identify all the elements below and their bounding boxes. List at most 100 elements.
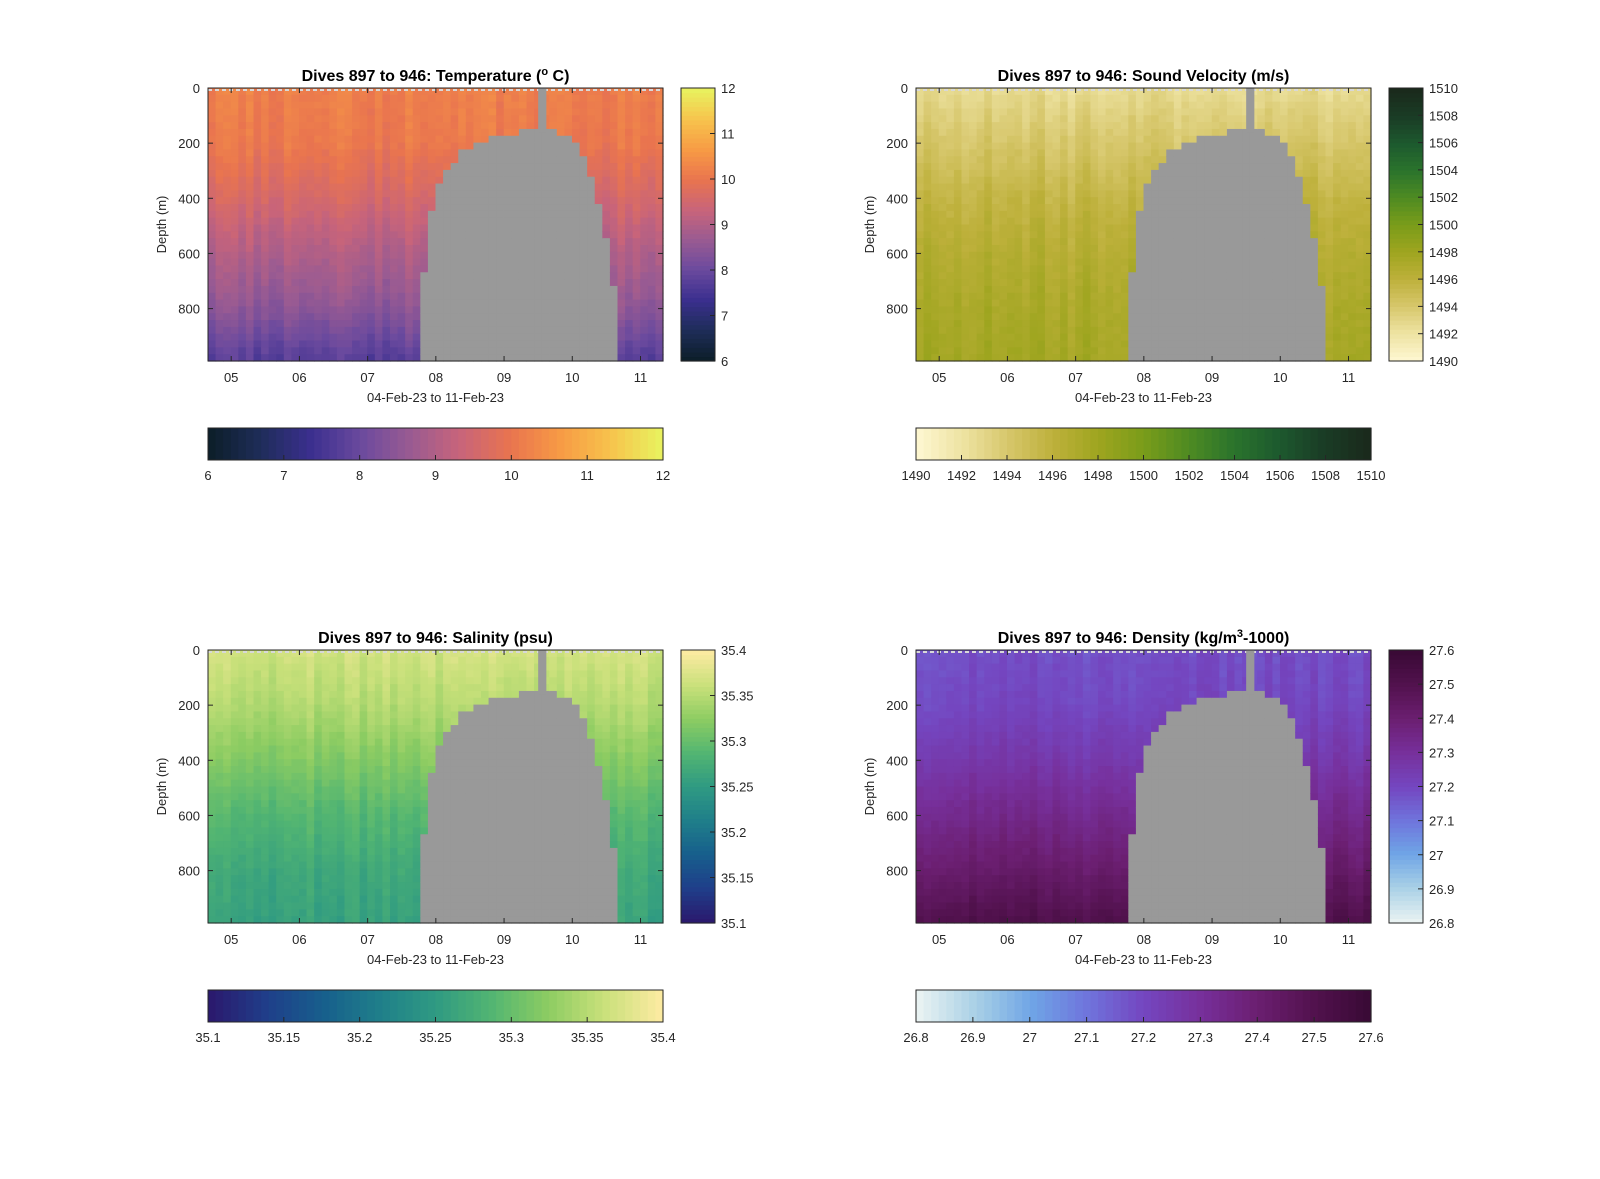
heatmap-cell [268,101,277,110]
heatmap-cell [632,251,641,260]
heatmap-cell [1090,176,1099,185]
heatmap-cell [245,108,255,116]
heatmap-cell [1082,258,1092,267]
colorbar-swatch [681,292,715,298]
heatmap-cell [427,292,437,301]
heatmap-cell [1082,135,1092,144]
heatmap-cell [1234,204,1243,212]
heatmap-cell [208,326,217,335]
heatmap-cell [976,128,985,137]
heatmap-cell [991,285,1001,294]
heatmap-cell [1181,204,1190,212]
heatmap-cell [1014,333,1023,342]
heatmap-cell [352,176,361,185]
heatmap-cell [1348,354,1357,362]
heatmap-cell [344,224,353,232]
heatmap-cell [314,169,323,178]
heatmap-cell [609,128,619,137]
heatmap-cell [481,204,490,212]
heatmap-cell [1348,210,1357,219]
heatmap-cell [253,285,262,294]
heatmap-cell [916,108,925,116]
heatmap-cell [1257,190,1266,198]
heatmap-cell [526,197,535,205]
heatmap-cell [1060,176,1069,185]
heatmap-cell [1272,122,1281,130]
heatmap-cell [352,101,361,110]
heatmap-cell [344,299,353,307]
heatmap-cell [518,135,528,144]
heatmap-cell [549,279,558,287]
heatmap-cell [640,115,649,123]
heatmap-cell [283,272,293,280]
heatmap-cell [526,94,535,103]
heatmap-cell [344,94,353,103]
heatmap-cell [999,217,1008,226]
heatmap-cell [1158,251,1167,260]
heatmap-cell [329,94,338,103]
heatmap-cell [458,292,467,301]
heatmap-cell [420,299,429,307]
heatmap-cell [245,265,255,273]
heatmap-cell [1302,231,1311,239]
heatmap-cell [1189,265,1198,273]
heatmap-cell [420,122,429,130]
heatmap-cell [1120,299,1129,307]
colorbar-swatch [681,156,715,162]
heatmap-cell [938,347,947,355]
heatmap-cell [435,238,444,246]
heatmap-cell [223,176,232,185]
heatmap-cell [488,231,497,239]
heatmap-cell [253,292,262,301]
heatmap-cell [321,285,330,294]
heatmap-cell [534,354,543,362]
heatmap-cell [969,197,978,205]
heatmap-cell [1257,88,1266,96]
heatmap-cell [1037,244,1046,253]
heatmap-cell [283,347,293,355]
heatmap-cell [534,340,543,348]
heatmap-cell [1325,340,1334,348]
heatmap-cell [1044,272,1054,280]
heatmap-cell [1211,299,1220,307]
heatmap-cell [230,88,239,96]
heatmap-cell [511,224,520,232]
heatmap-cell [1325,183,1334,191]
heatmap-cell [1105,149,1114,157]
colorbar-swatch [572,428,581,460]
heatmap-cell [518,354,528,362]
heatmap-cell [938,238,947,246]
colorbar-swatch [435,428,444,460]
heatmap-cell [1219,347,1228,355]
heatmap-cell [1363,265,1372,273]
heatmap-cell [969,88,978,96]
heatmap-cell [526,190,535,198]
heatmap-cell [1037,183,1046,191]
heatmap-cell [1090,306,1099,314]
heatmap-cell [359,108,368,116]
heatmap-cell [344,142,353,151]
heatmap-cell [1272,176,1281,185]
heatmap-cell [976,88,985,96]
heatmap-cell [1173,128,1183,137]
heatmap-cell [1090,115,1099,123]
heatmap-cell [602,115,611,123]
heatmap-cell [367,142,376,151]
heatmap-cell [253,163,262,171]
colorbar-tick-label: 12 [721,81,735,96]
heatmap-cell [1060,306,1069,314]
heatmap-cell [1143,272,1152,280]
heatmap-cell [572,244,581,253]
heatmap-cell [1340,108,1349,116]
heatmap-cell [1317,272,1327,280]
heatmap-cell [420,340,429,348]
heatmap-cell [946,238,955,246]
heatmap-cell [443,197,452,205]
heatmap-cell [549,306,558,314]
heatmap-cell [931,135,940,144]
heatmap-cell [374,210,384,219]
heatmap-cell [1204,238,1213,246]
heatmap-cell [253,306,262,314]
heatmap-cell [602,197,611,205]
heatmap-cell [923,210,932,219]
